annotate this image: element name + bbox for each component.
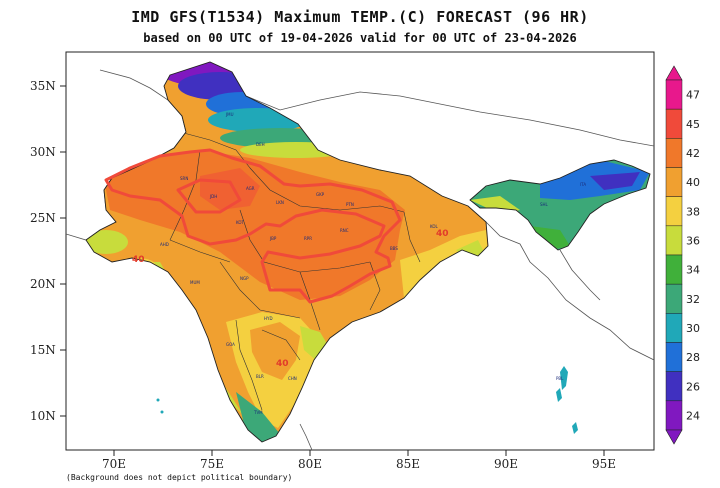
lon-label: 95E xyxy=(592,457,616,471)
colorbar-swatch xyxy=(665,138,683,168)
svg-text:ITA: ITA xyxy=(580,182,586,187)
svg-text:PTN: PTN xyxy=(346,202,354,207)
lat-label: 20N xyxy=(30,277,56,291)
colorbar-swatch xyxy=(665,400,683,431)
map-subtitle: based on 00 UTC of 19-04-2026 valid for … xyxy=(143,31,577,45)
svg-text:DEH: DEH xyxy=(256,142,265,147)
svg-text:RPR: RPR xyxy=(304,236,312,241)
longitude-labels: 70E 75E 80E 85E 90E 95E xyxy=(102,457,616,471)
lat-label: 15N xyxy=(30,343,56,357)
svg-text:BBS: BBS xyxy=(390,246,398,251)
colorbar-label: 38 xyxy=(686,205,700,218)
colorbar-swatch xyxy=(665,283,683,314)
contour-label: 40 xyxy=(276,359,289,369)
contour-label: 40 xyxy=(132,255,145,265)
colorbar-label: 28 xyxy=(686,351,700,364)
colorbar-label: 47 xyxy=(686,89,700,102)
svg-text:BLR: BLR xyxy=(256,374,264,379)
svg-text:GKP: GKP xyxy=(316,192,325,197)
svg-text:TVM: TVM xyxy=(253,410,263,415)
colorbar-label: 34 xyxy=(686,264,700,277)
lon-label: 90E xyxy=(494,457,518,471)
colorbar-swatch xyxy=(665,108,683,139)
svg-text:JBP: JBP xyxy=(269,236,277,241)
colorbar-swatch xyxy=(665,167,683,197)
longitude-axis xyxy=(113,450,605,456)
lat-label: 30N xyxy=(30,145,56,159)
svg-text:LKN: LKN xyxy=(276,200,284,205)
colorbar-label: 42 xyxy=(686,147,700,160)
colorbar-label: 32 xyxy=(686,293,700,306)
svg-text:RNC: RNC xyxy=(340,228,349,233)
svg-text:SRN: SRN xyxy=(180,176,188,181)
svg-text:CHN: CHN xyxy=(288,376,297,381)
contour-label: 40 xyxy=(436,229,449,239)
colorbar-label: 45 xyxy=(686,118,700,131)
footer-note: (Background does not depict political bo… xyxy=(66,473,293,482)
colorbar-swatch xyxy=(665,371,683,402)
svg-text:JDH: JDH xyxy=(209,194,217,199)
svg-text:KOL: KOL xyxy=(430,224,439,229)
svg-text:MUM: MUM xyxy=(190,280,200,285)
colorbar-swatch xyxy=(665,254,683,285)
colorbar-label: 40 xyxy=(686,176,700,189)
lon-label: 80E xyxy=(298,457,322,471)
svg-text:GOA: GOA xyxy=(226,342,235,347)
svg-text:AHD: AHD xyxy=(160,242,169,247)
map-title: IMD GFS(T1534) Maximum TEMP.(C) FORECAST… xyxy=(131,8,589,26)
colorbar-label: 26 xyxy=(686,380,700,393)
lat-label: 10N xyxy=(30,409,56,423)
contour-40-lines xyxy=(104,148,402,304)
colorbar-label: 30 xyxy=(686,322,700,335)
lat-label: 25N xyxy=(30,211,56,225)
colorbar: 47 45 42 40 38 36 34 32 30 28 26 24 xyxy=(665,65,700,445)
colorbar-max-arrow xyxy=(665,65,683,81)
colorbar-swatch xyxy=(665,196,683,227)
lat-label: 35N xyxy=(30,79,56,93)
svg-text:KOT: KOT xyxy=(236,220,245,225)
city-labels: SRN JDH AGR LKN GKP PTN KOT JBP RPR RNC … xyxy=(160,112,586,415)
latitude-labels: 35N 30N 25N 20N 15N 10N xyxy=(30,79,56,423)
islands xyxy=(156,366,578,434)
svg-text:JMU: JMU xyxy=(225,112,234,117)
colorbar-label: 36 xyxy=(686,234,700,247)
svg-text:SHL: SHL xyxy=(540,202,549,207)
svg-text:NGP: NGP xyxy=(240,276,249,281)
colorbar-min-arrow xyxy=(665,429,683,445)
lon-label: 70E xyxy=(102,457,126,471)
colorbar-swatch xyxy=(665,79,683,110)
lon-label: 75E xyxy=(200,457,224,471)
svg-text:AGR: AGR xyxy=(246,186,255,191)
colorbar-swatch xyxy=(665,313,683,343)
colorbar-label: 24 xyxy=(686,409,700,422)
svg-text:HYD: HYD xyxy=(264,316,273,321)
latitude-axis xyxy=(60,85,66,417)
lon-label: 85E xyxy=(396,457,420,471)
contour-labels: 40 40 40 xyxy=(132,229,449,369)
svg-text:PBL: PBL xyxy=(556,376,564,381)
colorbar-swatch xyxy=(665,342,683,372)
colorbar-swatch xyxy=(665,225,683,256)
